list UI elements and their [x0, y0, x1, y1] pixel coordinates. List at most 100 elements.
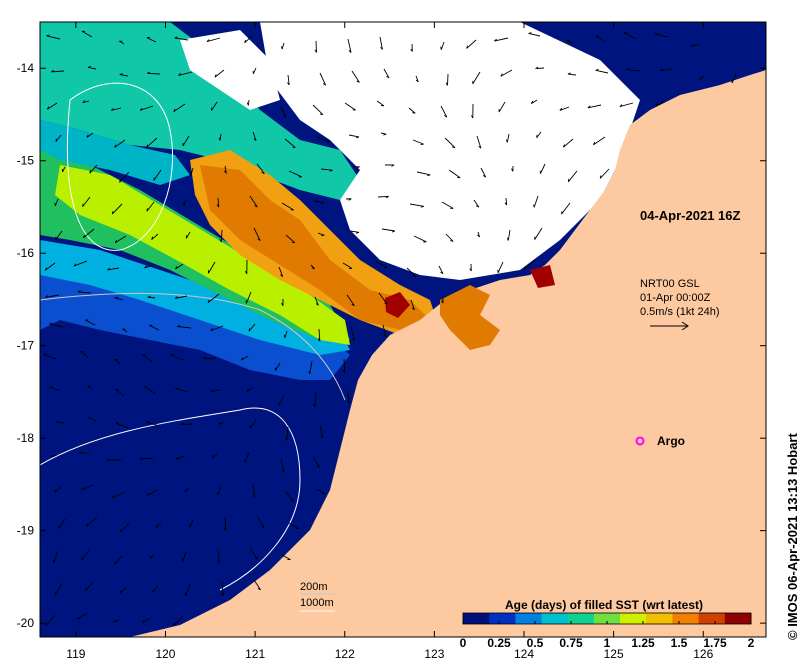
current-vector — [623, 32, 637, 40]
current-vector-head — [427, 174, 431, 177]
current-vector — [54, 198, 59, 207]
current-vector-head — [221, 593, 224, 597]
current-vector — [119, 74, 129, 77]
land-mass — [130, 22, 766, 637]
current-vector — [152, 585, 159, 593]
current-vector — [49, 386, 61, 392]
current-vector-head — [355, 136, 360, 139]
current-vector — [249, 195, 258, 208]
current-vector-head — [283, 334, 286, 338]
current-vector-head — [175, 456, 179, 460]
current-vector — [139, 457, 154, 460]
current-vector — [89, 164, 98, 174]
current-vector — [177, 326, 192, 329]
current-vector — [119, 523, 130, 533]
current-vector — [149, 325, 160, 331]
lon-tick-label: 120 — [155, 647, 175, 661]
current-vector — [472, 71, 481, 85]
current-vector-head — [291, 241, 295, 244]
current-vector-head — [452, 146, 456, 149]
current-vector-head — [475, 205, 479, 208]
current-vector — [377, 195, 389, 198]
current-vector-head — [308, 370, 311, 374]
colorbar-title: Age (days) of filled SST (wrt latest) — [505, 598, 703, 612]
current-vector — [83, 228, 95, 239]
current-vector-head — [281, 302, 284, 306]
colorbar-tick-label: 1.5 — [671, 636, 688, 650]
lat-tick-label: -18 — [17, 431, 35, 445]
current-vector-head — [477, 234, 480, 238]
current-vector — [344, 102, 356, 111]
current-vector — [312, 104, 324, 116]
current-vector — [284, 330, 288, 338]
current-vector-head — [147, 295, 151, 298]
isobath-1000m-label: 1000m — [300, 597, 334, 609]
current-vector — [343, 358, 346, 373]
current-vector — [315, 40, 317, 53]
current-vector — [147, 72, 161, 75]
current-vector — [185, 231, 191, 239]
colorbar-swatch — [515, 613, 543, 624]
isobath-1000m — [40, 407, 301, 591]
current-vector-head — [241, 357, 244, 361]
current-vector-head — [83, 234, 85, 239]
current-vector — [114, 555, 123, 565]
current-vector — [82, 196, 91, 207]
current-vector — [445, 233, 454, 242]
current-vector — [142, 617, 152, 624]
no-data-region — [260, 22, 640, 280]
current-vector — [170, 354, 185, 361]
current-vector-head — [625, 67, 630, 70]
current-vector-head — [184, 489, 187, 493]
current-vector — [54, 486, 62, 493]
current-vector-head — [114, 296, 118, 299]
current-vector — [567, 170, 578, 183]
current-vector-head — [224, 170, 227, 174]
current-vector — [317, 232, 325, 236]
current-vector-head — [107, 267, 111, 271]
current-vector — [256, 515, 265, 529]
current-vector — [655, 100, 666, 107]
current-vector — [320, 168, 333, 171]
current-vector — [175, 388, 189, 393]
current-vector — [88, 417, 97, 422]
sst-teal-region — [40, 22, 360, 200]
current-vector — [252, 131, 257, 141]
current-vector-head — [246, 102, 249, 106]
current-vector — [379, 36, 383, 50]
current-vector-head — [342, 370, 346, 374]
current-vector-head — [660, 68, 664, 72]
current-vector-head — [322, 83, 326, 86]
current-vector — [281, 202, 294, 211]
current-vector — [406, 267, 417, 278]
current-vector-head — [316, 465, 320, 468]
current-vector — [731, 73, 737, 84]
current-vector — [506, 133, 510, 143]
current-vector — [280, 458, 285, 473]
current-vector — [111, 107, 122, 111]
current-vector — [410, 299, 415, 310]
current-vector — [382, 324, 387, 338]
current-vector-head — [175, 387, 179, 389]
scale-arrow — [650, 321, 689, 331]
current-vector — [497, 261, 504, 274]
coastal-red — [385, 292, 410, 318]
current-vector — [114, 297, 124, 301]
sst-darkorange-region — [200, 165, 430, 330]
current-vector-head — [181, 558, 184, 562]
current-vector — [284, 138, 296, 148]
current-vector — [351, 70, 360, 83]
current-vector — [528, 33, 541, 37]
colorbar-tick-label: 2 — [748, 636, 755, 650]
current-vector — [85, 580, 95, 591]
current-vector-head — [356, 166, 360, 169]
current-vector-head — [119, 590, 122, 594]
current-vector — [182, 551, 187, 562]
current-vector-head — [248, 328, 251, 332]
current-vector — [505, 197, 508, 206]
colorbar-tick-label: 1.75 — [703, 636, 727, 650]
current-vector-head — [281, 46, 283, 50]
colorbar-swatch — [541, 613, 569, 624]
current-vector-head — [207, 299, 210, 303]
colorbar-tick-label: 0.5 — [527, 636, 544, 650]
